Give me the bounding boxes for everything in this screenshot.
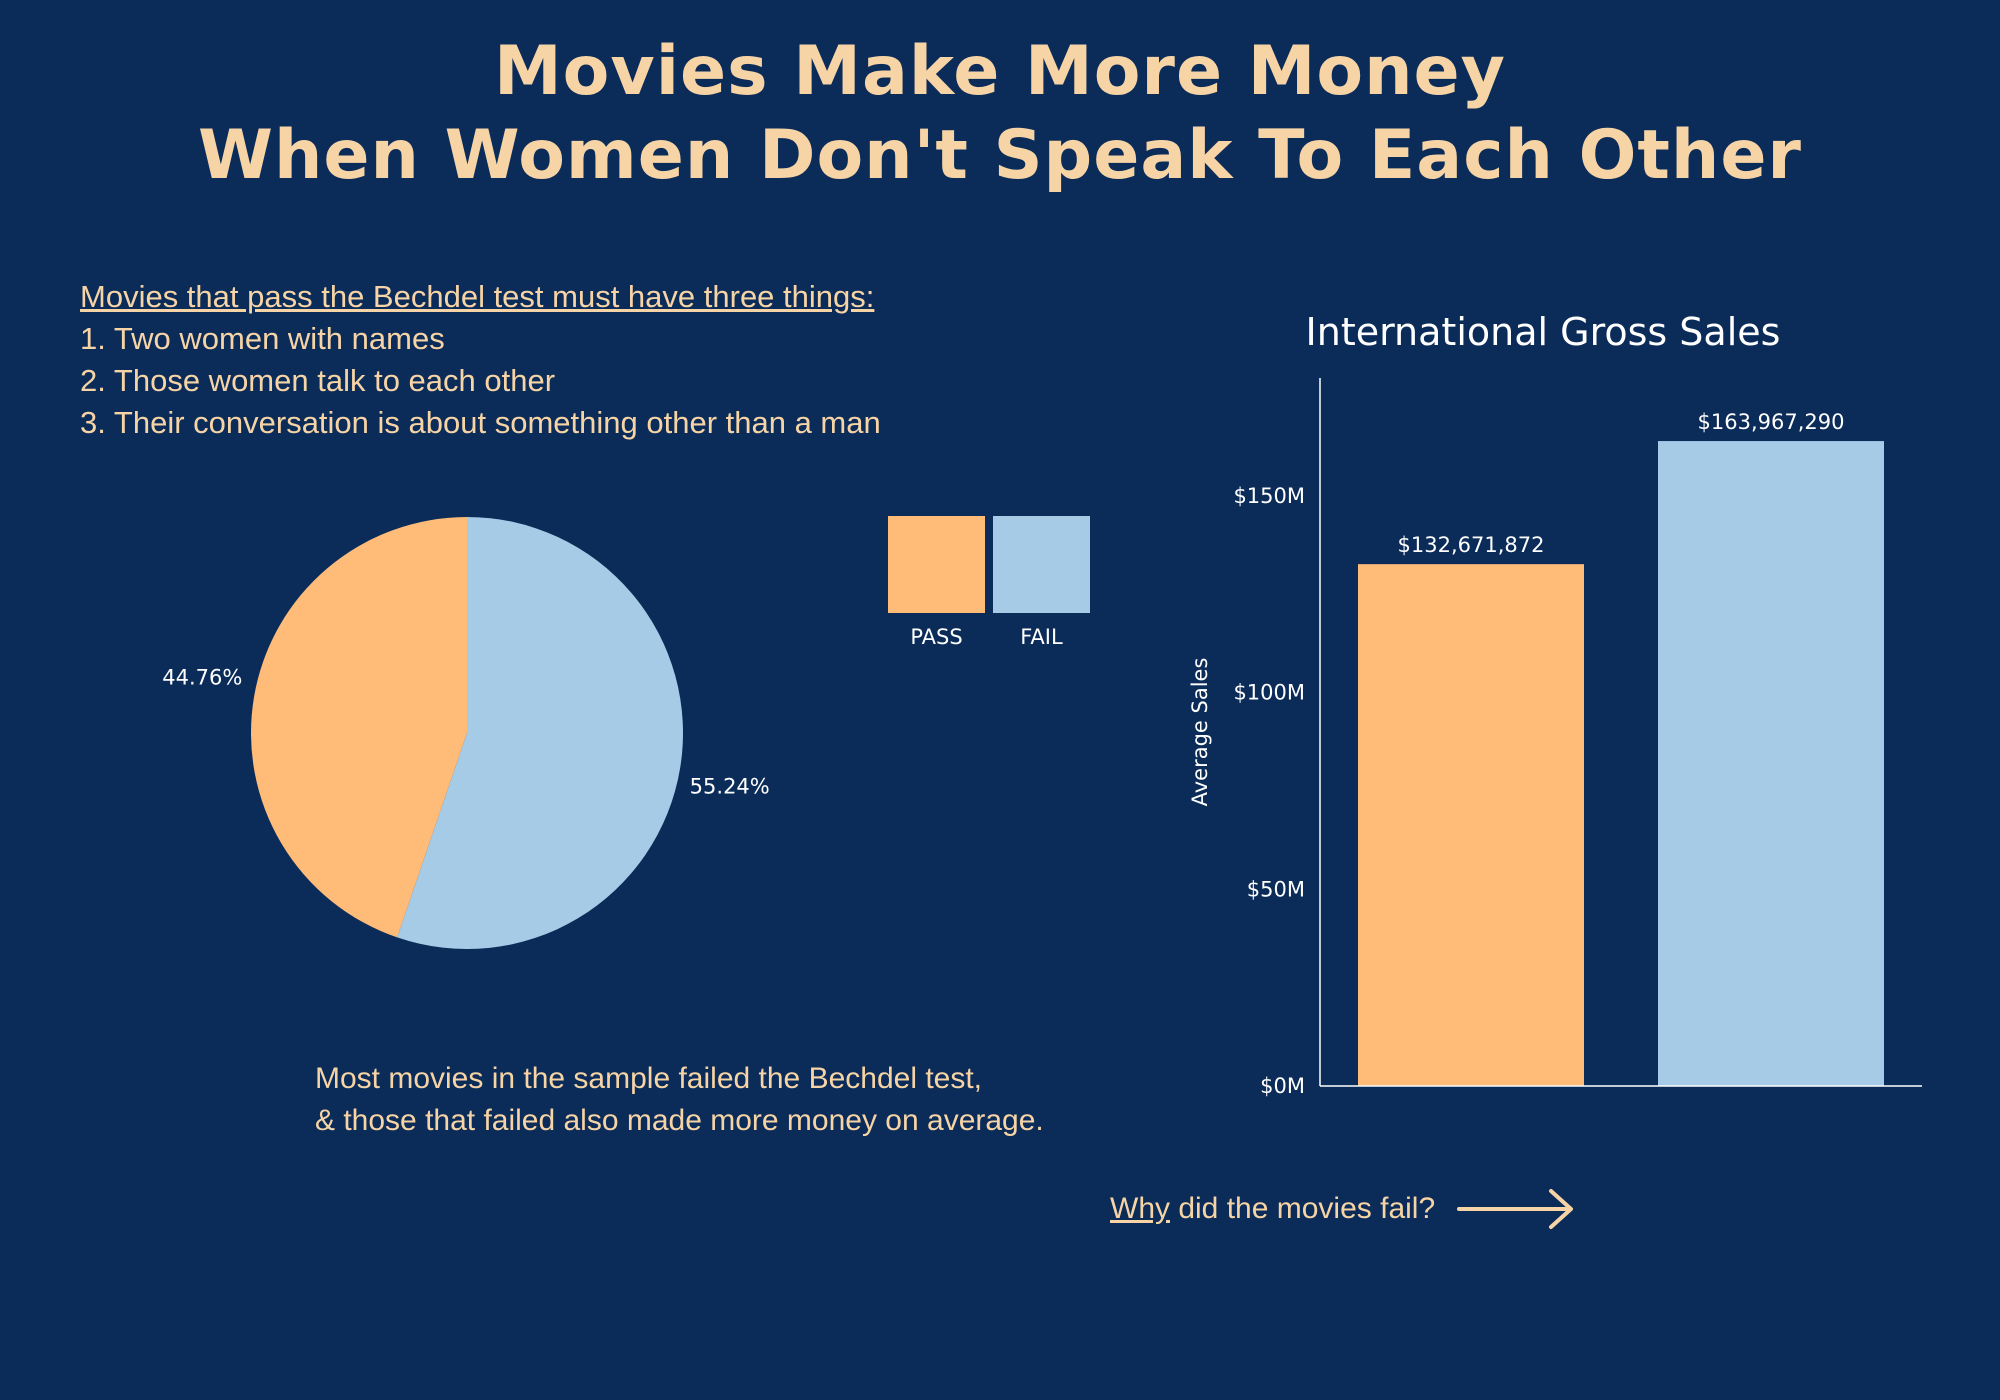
- caption-line-1: Most movies in the sample failed the Bec…: [315, 1062, 983, 1095]
- summary-caption: Most movies in the sample failed the Bec…: [315, 1058, 1044, 1142]
- pie-label-pass: 44.76%: [162, 666, 242, 690]
- page-title: Movies Make More Money When Women Don't …: [0, 30, 2000, 198]
- y-tick-label: $100M: [1233, 681, 1305, 705]
- legend-item-fail: FAIL: [993, 516, 1090, 649]
- why-word: Why: [1110, 1192, 1170, 1225]
- bar-chart-title: International Gross Sales: [1306, 310, 1781, 354]
- y-axis-label: Average Sales: [1188, 658, 1212, 807]
- caption-line-2: & those that failed also made more money…: [315, 1104, 1044, 1137]
- bar-pass: [1358, 564, 1584, 1086]
- bar-fail: [1658, 441, 1884, 1086]
- legend-label-pass: PASS: [910, 625, 963, 649]
- legend-swatch-pass: [888, 516, 985, 613]
- pie-slice-fail: [397, 517, 683, 949]
- rule-item-1: 1. Two women with names: [80, 321, 445, 356]
- bar-value-label: $132,671,872: [1398, 533, 1545, 557]
- legend-item-pass: PASS: [888, 516, 985, 649]
- rule-item-3: 3. Their conversation is about something…: [80, 405, 881, 440]
- pie-label-fail: 55.24%: [690, 774, 770, 798]
- why-fail-text: Why did the movies fail?: [1110, 1192, 1435, 1226]
- right-arrow-icon[interactable]: [1457, 1186, 1577, 1232]
- bechdel-rules: Movies that pass the Bechdel test must h…: [80, 276, 881, 444]
- title-line-1: Movies Make More Money: [494, 32, 1506, 111]
- y-tick-label: $150M: [1233, 484, 1305, 508]
- legend: PASS FAIL: [888, 516, 1090, 649]
- legend-label-fail: FAIL: [1020, 625, 1063, 649]
- bar-value-label: $163,967,290: [1698, 410, 1845, 434]
- why-fail-link[interactable]: Why did the movies fail?: [1110, 1186, 1577, 1232]
- legend-swatch-fail: [993, 516, 1090, 613]
- y-tick-label: $0M: [1260, 1074, 1305, 1098]
- rule-item-2: 2. Those women talk to each other: [80, 363, 556, 398]
- rules-heading: Movies that pass the Bechdel test must h…: [80, 279, 875, 314]
- pie-slice-pass: [250, 517, 467, 938]
- title-line-2: When Women Don't Speak To Each Other: [198, 116, 1802, 195]
- why-rest: did the movies fail?: [1170, 1192, 1436, 1225]
- y-tick-label: $50M: [1247, 877, 1305, 901]
